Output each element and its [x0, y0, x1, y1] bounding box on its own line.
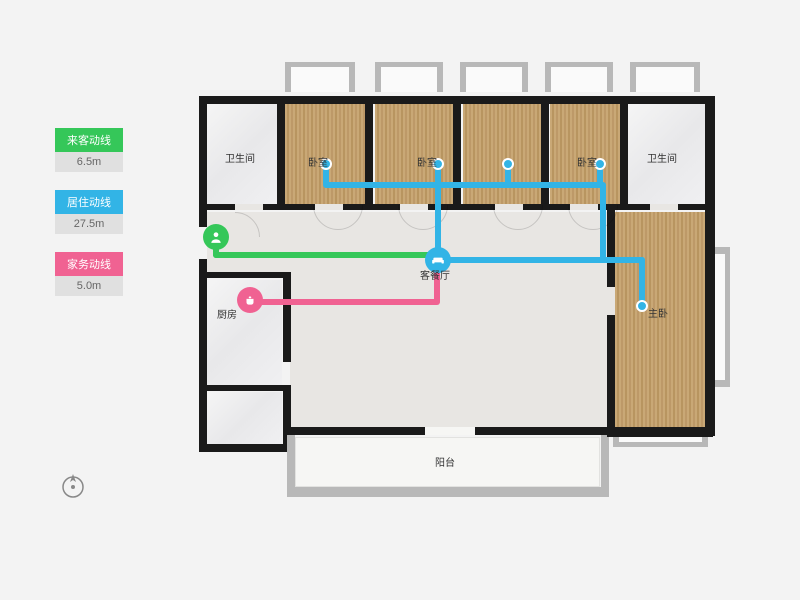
label-bathroom1: 卫生间	[225, 150, 255, 165]
legend-chores-value: 5.0m	[55, 276, 123, 296]
node-bed3	[502, 158, 514, 170]
wall-div-4	[541, 96, 549, 208]
room-bedroom3	[463, 104, 543, 204]
window-inset-4	[551, 67, 607, 92]
legend-living-value: 27.5m	[55, 214, 123, 234]
label-living: 客餐厅	[420, 267, 450, 282]
wall-right	[705, 96, 715, 436]
wall-div-3	[453, 96, 461, 208]
legend-living: 居住动线 27.5m	[55, 190, 123, 234]
window-inset-5	[636, 67, 694, 92]
compass-icon	[58, 470, 88, 505]
label-balcony: 阳台	[435, 454, 455, 469]
wall-kitchen-top	[199, 385, 289, 391]
wall-master-bottom	[607, 427, 713, 437]
pot-icon	[237, 287, 263, 313]
path-blue-corridor	[323, 182, 603, 188]
wall-kitchen-sep	[199, 272, 289, 278]
wall-balcony-left	[287, 435, 295, 495]
label-kitchen: 厨房	[217, 306, 237, 321]
label-master: 主卧	[648, 305, 668, 320]
room-living-main	[290, 272, 607, 427]
path-blue-to-master-h	[435, 257, 645, 263]
window-inset-1	[291, 67, 349, 92]
legend-guest-value: 6.5m	[55, 152, 123, 172]
room-small	[207, 392, 282, 447]
window-inset-2	[381, 67, 437, 92]
wall-master-left	[607, 204, 615, 434]
path-blue-right-v	[600, 182, 606, 262]
window-right-inset	[715, 254, 725, 380]
door-bath2	[650, 204, 678, 210]
node-master	[636, 300, 648, 312]
wall-balcony-right	[601, 435, 609, 495]
room-bedroom2	[375, 104, 455, 204]
door-balcony	[425, 427, 475, 435]
path-green-h	[213, 252, 438, 258]
wall-balcony-bottom	[287, 487, 609, 497]
label-bedroom2: 卧室	[417, 154, 437, 169]
legend-guest: 来客动线 6.5m	[55, 128, 123, 172]
wall-div-5	[620, 96, 628, 208]
legend-chores-label: 家务动线	[55, 252, 123, 276]
floorplan: 卫生间 卧室 卧室 卧室 卫生间 客餐厅 主卧 厨房 阳台	[195, 92, 715, 502]
wall-top-rooms-bottom	[199, 204, 709, 210]
legend: 来客动线 6.5m 居住动线 27.5m 家务动线 5.0m	[55, 128, 123, 314]
wall-bottom-a	[199, 444, 294, 452]
person-icon	[203, 224, 229, 250]
door-master	[607, 287, 615, 315]
path-pink-h	[250, 299, 440, 305]
legend-living-label: 居住动线	[55, 190, 123, 214]
wall-kitchen-upper	[283, 272, 291, 362]
label-bedroom1: 卧室	[308, 154, 328, 169]
legend-guest-label: 来客动线	[55, 128, 123, 152]
legend-chores: 家务动线 5.0m	[55, 252, 123, 296]
wall-div-2	[365, 96, 373, 208]
window-inset-3	[466, 67, 522, 92]
wall-div-1	[277, 96, 285, 208]
label-bedroom3: 卧室	[577, 154, 597, 169]
door-bath1	[235, 204, 263, 210]
label-bathroom2: 卫生间	[647, 150, 677, 165]
